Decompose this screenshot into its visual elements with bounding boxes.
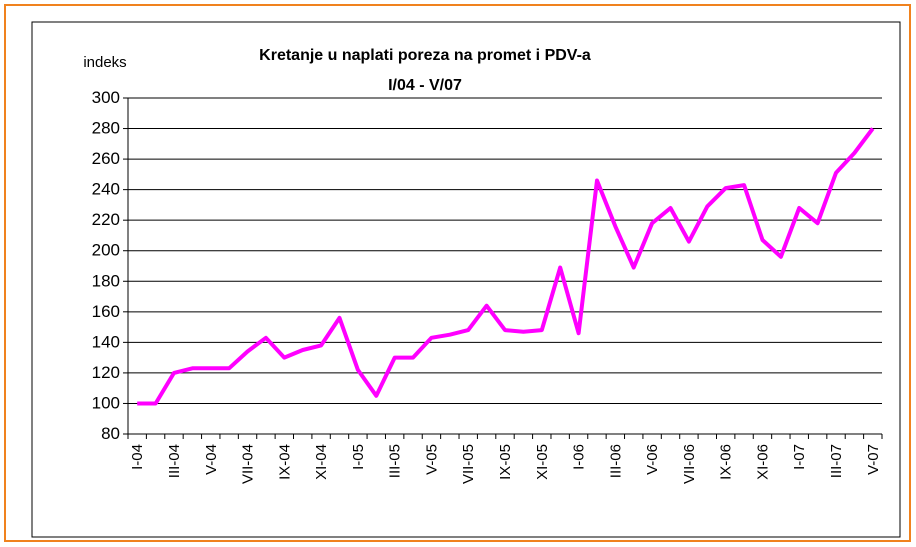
x-tick-label: VII-06	[681, 444, 698, 484]
y-tick-label: 220	[92, 210, 120, 229]
y-axis-label: indeks	[83, 54, 126, 71]
x-tick-label: III-05	[387, 444, 404, 478]
y-tick-label: 120	[92, 363, 120, 382]
chart-title: Kretanje u naplati poreza na promet i PD…	[259, 47, 591, 64]
x-tick-label: I-04	[129, 444, 146, 470]
y-tick-label: 240	[92, 180, 120, 199]
x-tick-label: XI-04	[313, 444, 330, 480]
x-tick-label: I-07	[791, 444, 808, 470]
line-series	[137, 127, 875, 406]
y-tick-label: 300	[92, 88, 120, 107]
y-tick-label: 260	[92, 149, 120, 168]
x-tick-label: IX-06	[718, 444, 735, 480]
x-tick-label: V-05	[423, 444, 440, 475]
x-tick-label: I-06	[571, 444, 588, 470]
x-tick-label: IX-05	[497, 444, 514, 480]
x-tick-label: VII-04	[240, 444, 257, 484]
y-tick-label: 200	[92, 241, 120, 260]
x-tick-label: V-06	[644, 444, 661, 475]
y-tick-label: 100	[92, 393, 120, 412]
y-tick-label: 160	[92, 302, 120, 321]
x-tick-label: VII-05	[460, 444, 477, 484]
y-tick-label: 180	[92, 271, 120, 290]
x-tick-label: III-04	[166, 444, 183, 478]
x-tick-label: V-04	[203, 444, 220, 475]
x-tick-label: I-05	[350, 444, 367, 470]
y-tick-label: 140	[92, 332, 120, 351]
chart-frame	[31, 21, 901, 538]
x-tick-label: III-07	[828, 444, 845, 478]
x-tick-label: V-07	[865, 444, 882, 475]
x-tick-label: IX-04	[276, 444, 293, 480]
y-tick-label: 280	[92, 119, 120, 138]
x-tick-label: XI-05	[534, 444, 551, 480]
x-tick-label: III-06	[607, 444, 624, 478]
x-tick-label: XI-06	[754, 444, 771, 480]
y-tick-label: 80	[101, 424, 120, 443]
chart-subtitle: I/04 - V/07	[388, 77, 462, 94]
